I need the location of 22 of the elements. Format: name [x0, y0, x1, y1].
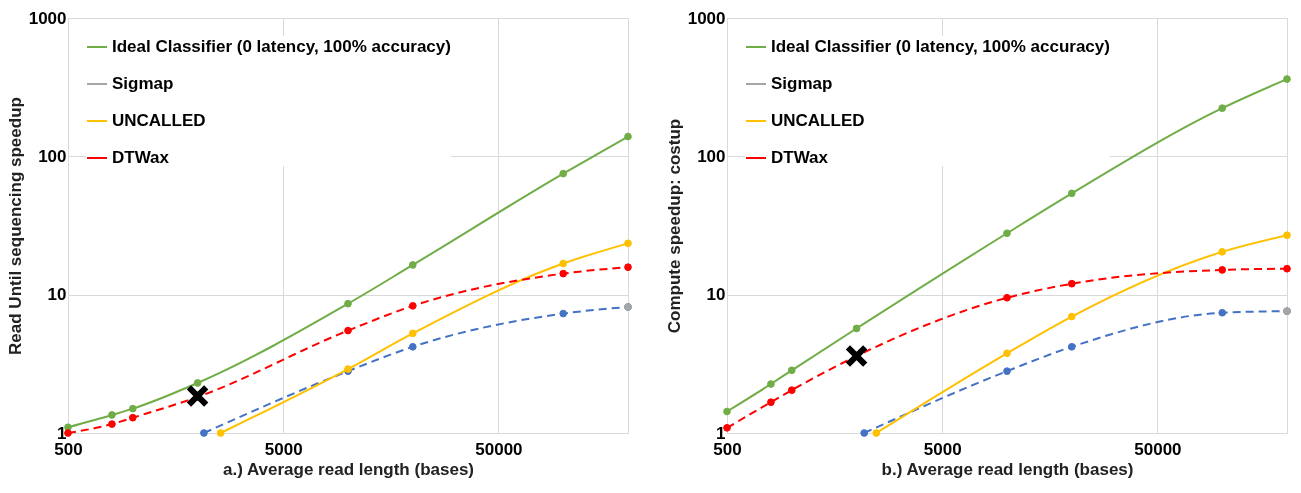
- y-tick-label: 100: [697, 146, 726, 166]
- x-tick-label: 5000: [264, 439, 303, 459]
- legend-label: Ideal Classifier (0 latency, 100% accuracy): [112, 37, 451, 56]
- x-tick-label: 50000: [1134, 439, 1182, 459]
- y-tick-label: 1000: [687, 8, 726, 28]
- legend-label: UNCALLED: [771, 111, 865, 130]
- y-tick-label: 10: [47, 285, 67, 305]
- legend-label: UNCALLED: [112, 111, 206, 130]
- legend-label: Sigmap: [771, 74, 833, 93]
- y-axis-title: Compute speedup: costup: [664, 118, 684, 334]
- x-axis-title: a.) Average read length (bases): [223, 459, 474, 479]
- x-axis-title: b.) Average read length (bases): [881, 459, 1134, 479]
- y-tick-label: 100: [38, 146, 67, 166]
- x-tick-label: 5000: [923, 439, 962, 459]
- legend-label: Ideal Classifier (0 latency, 100% accuracy): [771, 37, 1110, 56]
- y-tick-label: 10: [706, 285, 726, 305]
- legend-label: DTWax: [112, 148, 170, 167]
- x-tick-label: 50000: [475, 439, 523, 459]
- y-tick-label: 1000: [28, 8, 67, 28]
- legend-label: Sigmap: [112, 74, 174, 93]
- y-axis-title: Read Until sequencing speedup: [5, 97, 25, 355]
- legend-label: DTWax: [771, 148, 829, 167]
